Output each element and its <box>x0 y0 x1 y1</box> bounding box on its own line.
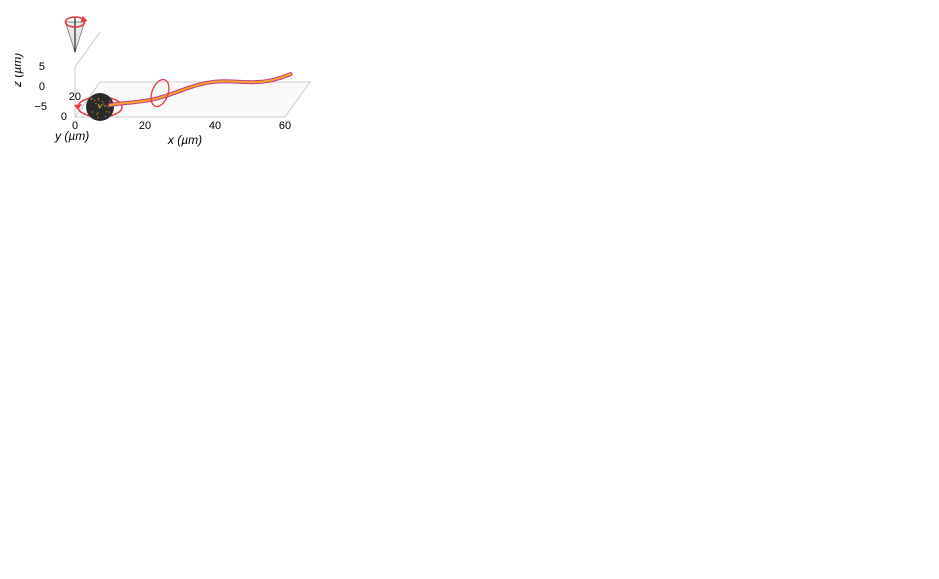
svg-text:x (µm): x (µm) <box>167 133 202 147</box>
svg-text:40: 40 <box>209 120 221 132</box>
panel-A: 0204060x (µm)020y (µm)50−5z (µm) <box>15 12 315 157</box>
svg-text:20: 20 <box>69 91 81 103</box>
svg-text:0: 0 <box>61 111 67 123</box>
svg-text:20: 20 <box>139 120 151 132</box>
svg-text:−5: −5 <box>34 101 47 113</box>
svg-text:0: 0 <box>39 81 45 93</box>
svg-text:60: 60 <box>279 120 291 132</box>
svg-text:z (µm): z (µm) <box>15 53 24 88</box>
svg-text:5: 5 <box>39 61 45 73</box>
svg-text:y (µm): y (µm) <box>54 129 89 143</box>
